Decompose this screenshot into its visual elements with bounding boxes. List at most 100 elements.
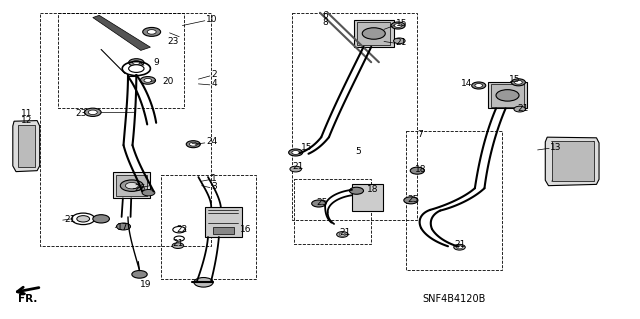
Circle shape — [337, 232, 348, 237]
Text: 5: 5 — [355, 147, 361, 156]
Text: 21: 21 — [396, 38, 407, 47]
Circle shape — [142, 189, 155, 196]
Text: 18: 18 — [415, 165, 426, 174]
Circle shape — [289, 149, 303, 156]
Text: 16: 16 — [240, 225, 252, 234]
Text: 21: 21 — [292, 162, 304, 171]
Text: 21: 21 — [454, 240, 466, 249]
Circle shape — [472, 82, 486, 89]
Circle shape — [456, 246, 463, 249]
Text: 15: 15 — [396, 19, 407, 28]
Text: FR.: FR. — [18, 294, 37, 304]
Circle shape — [84, 108, 101, 116]
Bar — [116, 175, 147, 196]
Circle shape — [186, 141, 200, 148]
Circle shape — [144, 78, 152, 82]
Text: 19: 19 — [140, 280, 151, 289]
Text: 21: 21 — [339, 228, 351, 237]
Text: 24: 24 — [206, 137, 218, 146]
Bar — [58, 13, 184, 108]
Circle shape — [140, 77, 156, 84]
Text: SNF4B4120B: SNF4B4120B — [422, 294, 486, 304]
Bar — [357, 22, 390, 45]
Text: 3: 3 — [211, 182, 217, 191]
Polygon shape — [552, 141, 594, 181]
Circle shape — [292, 151, 300, 154]
Circle shape — [312, 200, 326, 207]
Text: 4: 4 — [211, 79, 217, 88]
Circle shape — [77, 216, 90, 222]
Circle shape — [189, 142, 197, 146]
Text: 6: 6 — [322, 11, 328, 20]
Circle shape — [116, 223, 131, 230]
Polygon shape — [545, 137, 599, 186]
Bar — [488, 82, 527, 108]
Bar — [406, 131, 502, 270]
Text: 9: 9 — [154, 58, 159, 67]
Text: 25: 25 — [407, 195, 419, 204]
Circle shape — [475, 84, 483, 87]
Circle shape — [454, 244, 465, 250]
Circle shape — [404, 197, 418, 204]
Circle shape — [147, 30, 156, 34]
Circle shape — [143, 27, 161, 36]
Text: 22: 22 — [176, 225, 188, 234]
Circle shape — [515, 80, 522, 84]
Text: 11: 11 — [20, 109, 32, 118]
Circle shape — [125, 182, 138, 189]
Text: 26: 26 — [134, 184, 146, 193]
Circle shape — [394, 38, 405, 44]
Circle shape — [132, 61, 140, 64]
Text: 21: 21 — [173, 239, 184, 248]
Circle shape — [290, 166, 301, 172]
Text: 12: 12 — [20, 116, 32, 125]
Bar — [294, 179, 371, 244]
Text: 15: 15 — [301, 143, 312, 152]
Bar — [161, 175, 256, 279]
Text: 13: 13 — [550, 143, 562, 152]
Bar — [354, 20, 394, 47]
Text: 18: 18 — [367, 185, 378, 194]
Bar — [352, 184, 383, 211]
Bar — [213, 227, 234, 234]
Circle shape — [362, 28, 385, 39]
Circle shape — [129, 65, 144, 72]
Circle shape — [514, 106, 525, 112]
Circle shape — [194, 278, 213, 287]
Polygon shape — [13, 121, 40, 172]
Circle shape — [132, 271, 147, 278]
Polygon shape — [18, 125, 35, 167]
Text: 20: 20 — [162, 78, 173, 86]
Circle shape — [496, 90, 519, 101]
Circle shape — [394, 24, 402, 27]
Circle shape — [129, 59, 144, 66]
Text: 15: 15 — [509, 75, 520, 84]
Text: 2: 2 — [211, 70, 217, 79]
Circle shape — [120, 180, 143, 191]
Text: 21: 21 — [64, 215, 76, 224]
Circle shape — [391, 22, 405, 29]
Circle shape — [339, 233, 346, 236]
Circle shape — [410, 167, 424, 174]
Bar — [113, 172, 150, 198]
Circle shape — [72, 213, 95, 225]
Text: 1: 1 — [211, 174, 217, 183]
Text: 7: 7 — [417, 130, 423, 139]
Circle shape — [511, 79, 525, 86]
Text: 23: 23 — [76, 109, 87, 118]
Text: 10: 10 — [206, 15, 218, 24]
Bar — [491, 84, 524, 107]
Bar — [205, 207, 242, 237]
Bar — [40, 13, 211, 246]
Text: 25: 25 — [317, 198, 328, 207]
Circle shape — [172, 243, 184, 249]
Text: 8: 8 — [322, 18, 328, 27]
Circle shape — [88, 110, 97, 115]
Circle shape — [349, 187, 364, 194]
Text: 17: 17 — [116, 223, 128, 232]
Circle shape — [93, 215, 109, 223]
Bar — [292, 13, 417, 220]
Text: 23: 23 — [168, 37, 179, 46]
Polygon shape — [93, 15, 150, 50]
Text: 14: 14 — [461, 79, 472, 88]
